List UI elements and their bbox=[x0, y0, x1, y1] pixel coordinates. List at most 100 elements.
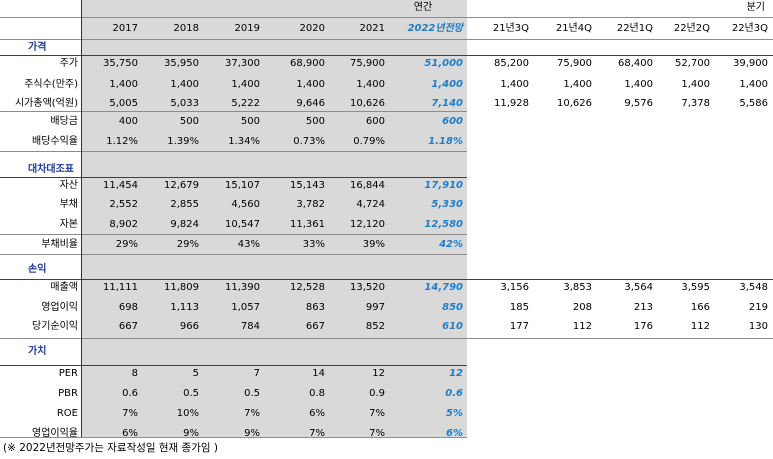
annual-value: 997 bbox=[365, 302, 385, 313]
projection-value: 5,330 bbox=[431, 199, 463, 210]
projection-value: 51,000 bbox=[424, 58, 463, 69]
row-label: 자산 bbox=[59, 180, 78, 191]
year-header: 2020 bbox=[299, 23, 325, 34]
section-title: 가치 bbox=[28, 346, 47, 357]
row-label: 배당수익율 bbox=[32, 136, 78, 147]
row-rule bbox=[0, 111, 467, 112]
annual-value: 0.5 bbox=[183, 388, 199, 399]
annual-value: 6% bbox=[309, 408, 325, 419]
annual-value: 0.79% bbox=[353, 136, 385, 147]
projection-value: 12 bbox=[449, 368, 463, 379]
annual-value: 667 bbox=[305, 321, 325, 332]
annual-value: 11,809 bbox=[164, 282, 199, 293]
annual-value: 1,400 bbox=[109, 79, 138, 90]
projection-value: 850 bbox=[442, 302, 463, 313]
annual-value: 966 bbox=[179, 321, 199, 332]
annual-shaded-area bbox=[82, 0, 467, 437]
annual-value: 1,057 bbox=[231, 302, 260, 313]
quarter-header: 22년1Q bbox=[616, 23, 653, 34]
row-rule bbox=[0, 177, 467, 178]
annual-value: 10,626 bbox=[350, 98, 385, 109]
quarterly-value: 1,400 bbox=[624, 79, 653, 90]
annual-value: 9% bbox=[183, 428, 199, 439]
quarterly-value: 219 bbox=[748, 302, 768, 313]
row-label: 주가 bbox=[59, 58, 78, 69]
annual-value: 784 bbox=[240, 321, 260, 332]
quarterly-value: 85,200 bbox=[494, 58, 529, 69]
annual-value: 15,143 bbox=[290, 180, 325, 191]
annual-value: 863 bbox=[305, 302, 325, 313]
annual-value: 7% bbox=[122, 408, 138, 419]
quarterly-value: 39,900 bbox=[733, 58, 768, 69]
quarterly-value: 5,586 bbox=[739, 98, 768, 109]
annual-value: 1.12% bbox=[106, 136, 138, 147]
row-label: 영업이익 bbox=[41, 302, 78, 313]
annual-value: 8,902 bbox=[109, 219, 138, 230]
annual-value: 5,033 bbox=[170, 98, 199, 109]
annual-value: 10,547 bbox=[225, 219, 260, 230]
section-title: 손익 bbox=[28, 264, 47, 275]
annual-value: 698 bbox=[118, 302, 138, 313]
label-divider bbox=[81, 0, 82, 437]
quarterly-value: 68,400 bbox=[618, 58, 653, 69]
annual-header: 연간 bbox=[413, 2, 433, 13]
quarter-header: 22년2Q bbox=[673, 23, 710, 34]
annual-value: 35,950 bbox=[164, 58, 199, 69]
annual-value: 15,107 bbox=[225, 180, 260, 191]
annual-value: 0.6 bbox=[122, 388, 138, 399]
year-header: 2017 bbox=[112, 23, 138, 34]
annual-value: 9% bbox=[244, 428, 260, 439]
projection-value: 7,140 bbox=[431, 98, 463, 109]
projection-value: 610 bbox=[442, 321, 463, 332]
year-header: 2021 bbox=[359, 23, 385, 34]
quarterly-value: 112 bbox=[572, 321, 592, 332]
annual-value: 75,900 bbox=[350, 58, 385, 69]
row-label: 부채 bbox=[59, 199, 78, 210]
row-rule bbox=[0, 365, 467, 366]
annual-value: 8 bbox=[131, 368, 138, 379]
quarterly-header: 분기 bbox=[746, 2, 765, 13]
annual-value: 7% bbox=[309, 428, 325, 439]
projection-value: 6% bbox=[446, 428, 463, 439]
row-label: 주식수(만주) bbox=[24, 79, 78, 90]
projection-value: 5% bbox=[446, 408, 463, 419]
quarterly-value: 112 bbox=[690, 321, 710, 332]
row-label: 매출액 bbox=[50, 282, 78, 293]
annual-value: 11,361 bbox=[290, 219, 325, 230]
annual-value: 852 bbox=[365, 321, 385, 332]
annual-value: 500 bbox=[240, 116, 260, 127]
quarterly-value: 3,548 bbox=[739, 282, 768, 293]
annual-value: 1,400 bbox=[356, 79, 385, 90]
quarterly-value: 1,400 bbox=[563, 79, 592, 90]
annual-value: 667 bbox=[118, 321, 138, 332]
annual-value: 0.9 bbox=[369, 388, 385, 399]
quarter-header: 22년3Q bbox=[731, 23, 768, 34]
row-rule bbox=[0, 279, 773, 280]
annual-value: 37,300 bbox=[225, 58, 260, 69]
projection-value: 1,400 bbox=[431, 79, 463, 90]
annual-value: 11,111 bbox=[103, 282, 138, 293]
annual-value: 7% bbox=[369, 408, 385, 419]
row-label: 당기순이익 bbox=[32, 321, 78, 332]
quarterly-value: 3,595 bbox=[681, 282, 710, 293]
quarter-header: 21년3Q bbox=[492, 23, 529, 34]
row-rule bbox=[0, 437, 467, 438]
row-rule bbox=[0, 151, 467, 152]
row-rule bbox=[0, 338, 773, 339]
annual-value: 7% bbox=[244, 408, 260, 419]
annual-value: 11,454 bbox=[103, 180, 138, 191]
section-title: 가격 bbox=[28, 42, 47, 53]
quarterly-value: 11,928 bbox=[494, 98, 529, 109]
annual-value: 600 bbox=[365, 116, 385, 127]
annual-value: 9,646 bbox=[296, 98, 325, 109]
annual-value: 5,222 bbox=[231, 98, 260, 109]
annual-value: 5 bbox=[192, 368, 199, 379]
year-header: 2022년전망 bbox=[407, 23, 463, 34]
projection-value: 600 bbox=[442, 116, 463, 127]
row-label: 영업이익율 bbox=[32, 428, 78, 439]
annual-value: 7 bbox=[253, 368, 260, 379]
row-label: PBR bbox=[58, 388, 78, 399]
annual-value: 68,900 bbox=[290, 58, 325, 69]
annual-value: 1,400 bbox=[231, 79, 260, 90]
